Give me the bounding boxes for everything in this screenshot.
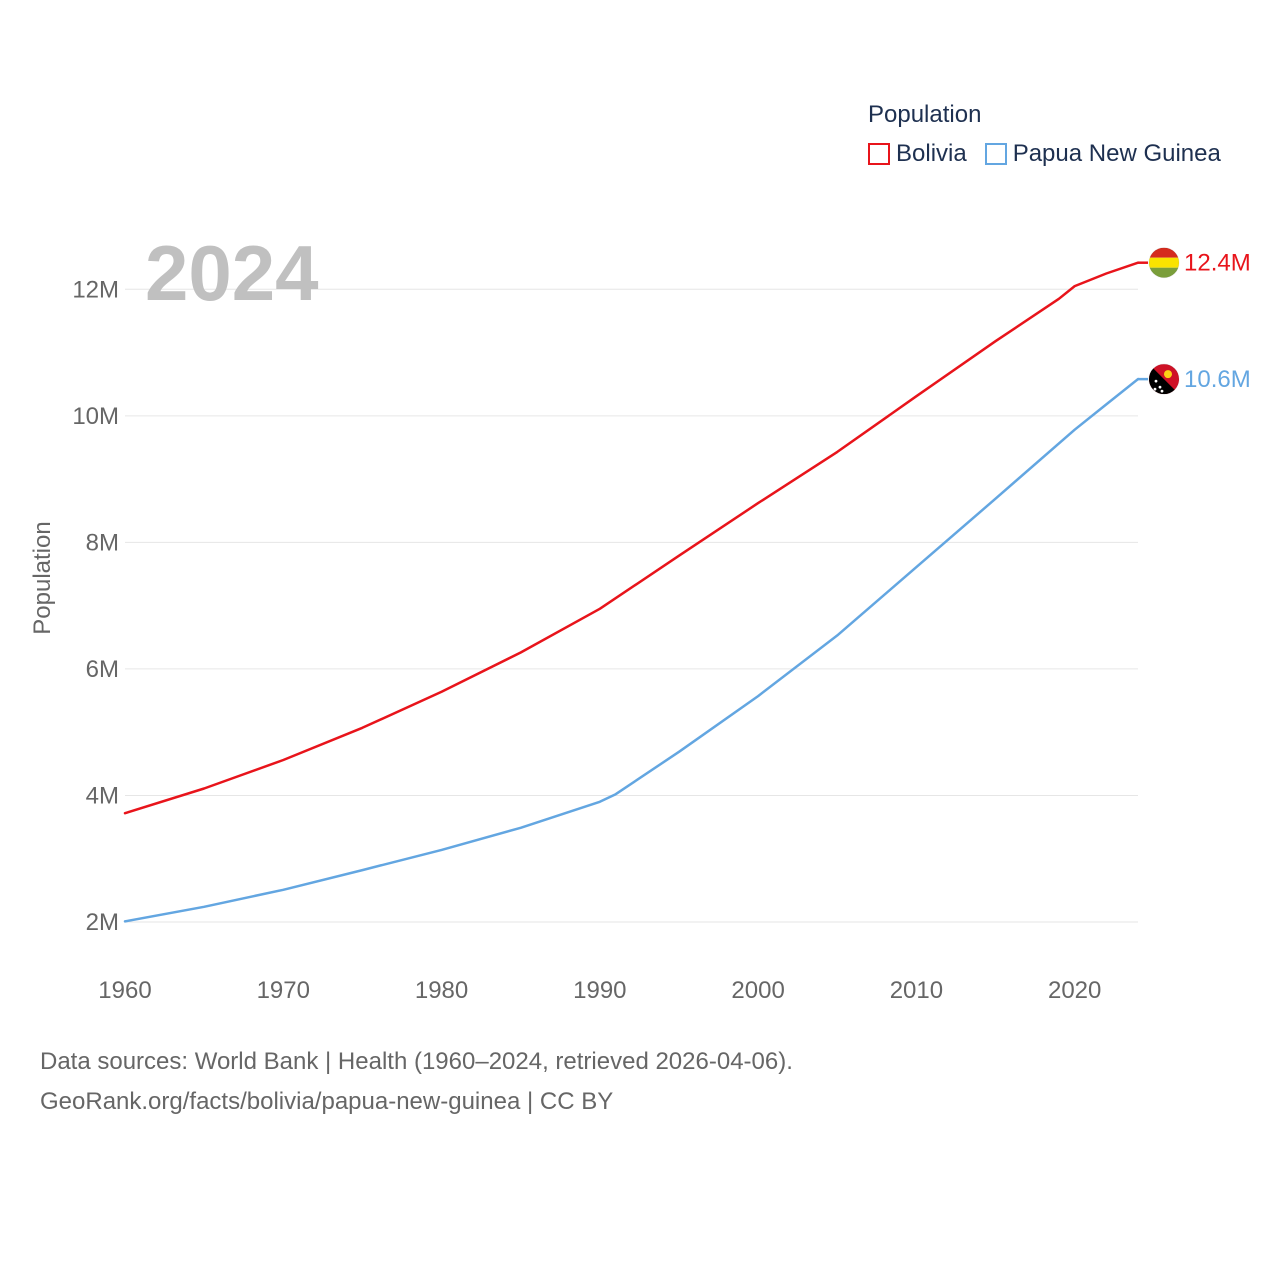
x-tick-label: 2000 — [731, 977, 784, 1004]
x-tick-label: 2010 — [890, 977, 943, 1004]
x-tick-label: 2020 — [1048, 977, 1101, 1004]
legend-swatch-papua-new-guinea — [984, 143, 1007, 165]
y-tick-label: 8M — [86, 529, 119, 556]
series-lines — [123, 261, 1140, 923]
legend-title: Population — [868, 101, 982, 128]
y-tick-label: 12M — [72, 276, 119, 303]
legend-label-bolivia: Bolivia — [896, 140, 967, 167]
legend-label-papua-new-guinea: Papua New Guinea — [1012, 140, 1221, 167]
x-axis-ticks: 1960 1970 1980 1990 2000 2010 2020 — [98, 977, 1101, 1004]
legend-items: Bolivia Papua New Guinea — [868, 140, 1221, 168]
x-tick-label: 1970 — [257, 977, 310, 1004]
series-line-bolivia[interactable] — [123, 261, 1140, 815]
series-endpoints: 12.4M 10.6M — [1138, 247, 1251, 395]
legend-swatch-bolivia — [868, 143, 890, 165]
legend: Population Bolivia Papua New Guinea — [868, 100, 1221, 168]
series-line-papua-new-guinea[interactable] — [123, 377, 1140, 923]
bolivia-flag-icon — [1148, 247, 1180, 279]
legend-item-papua-new-guinea[interactable]: Papua New Guinea — [984, 140, 1221, 168]
year-watermark: 2024 — [145, 229, 319, 317]
end-value-label-bolivia: 12.4M — [1184, 250, 1251, 277]
y-tick-label: 2M — [86, 909, 119, 936]
y-axis-ticks: 2M 4M 6M 8M 10M 12M — [72, 276, 119, 936]
y-tick-label: 4M — [86, 782, 119, 809]
data-sources-text: Data sources: World Bank | Health (1960–… — [40, 1048, 793, 1075]
gridlines — [125, 288, 1138, 923]
y-tick-label: 6M — [86, 656, 119, 683]
x-tick-label: 1980 — [415, 977, 468, 1004]
footer: Data sources: World Bank | Health (1960–… — [40, 1042, 793, 1122]
end-value-label-papua-new-guinea: 10.6M — [1184, 366, 1251, 393]
y-axis-title: Population — [29, 521, 56, 634]
papua-new-guinea-flag-icon — [1148, 363, 1180, 395]
x-tick-label: 1990 — [573, 977, 626, 1004]
credit-link[interactable]: GeoRank.org/facts/bolivia/papua-new-guin… — [40, 1088, 614, 1115]
legend-item-bolivia[interactable]: Bolivia — [868, 140, 967, 168]
y-tick-label: 10M — [72, 403, 119, 430]
x-tick-label: 1960 — [98, 977, 151, 1004]
